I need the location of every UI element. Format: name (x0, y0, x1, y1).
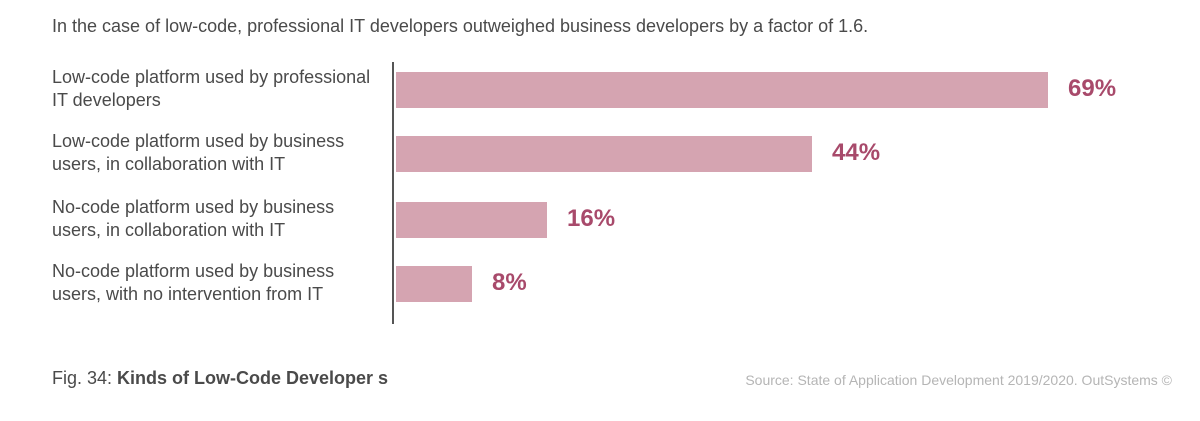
bar (396, 136, 812, 172)
category-label: Low-code platform used by professional I… (52, 67, 371, 110)
figure-caption: Fig. 34: Kinds of Low-Code Developer s (52, 368, 388, 389)
value-label: 16% (567, 205, 616, 232)
bar (396, 72, 1048, 108)
source-note: Source: State of Application Development… (745, 372, 1172, 388)
bar (396, 266, 472, 302)
category-label: No-code platform used by business users,… (52, 197, 335, 240)
value-label: 44% (832, 139, 881, 166)
chart-subtitle: In the case of low-code, professional IT… (52, 16, 869, 36)
figure-title: Kinds of Low-Code Developer s (117, 368, 389, 388)
value-label: 8% (492, 269, 527, 296)
bar (396, 202, 547, 238)
value-label: 69% (1068, 75, 1117, 102)
figure-number: Fig. 34: (52, 368, 118, 388)
category-label: Low-code platform used by business users… (52, 131, 345, 174)
category-label: No-code platform used by business users,… (52, 261, 335, 304)
category-axis-line (392, 62, 394, 324)
